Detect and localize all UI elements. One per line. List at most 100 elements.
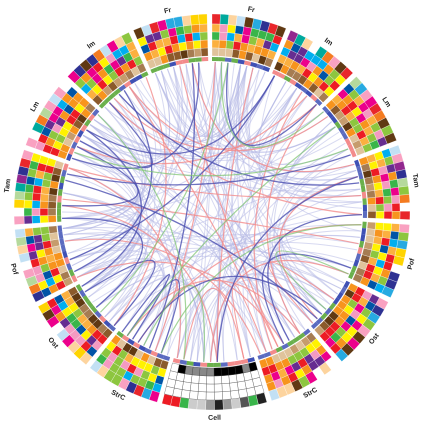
ring-cell xyxy=(269,349,278,356)
ring-cell xyxy=(391,203,401,212)
link xyxy=(154,72,296,338)
ring-cell xyxy=(54,160,65,170)
ring-cell xyxy=(227,366,237,376)
ring-cell xyxy=(71,141,78,150)
ring-cell xyxy=(199,367,208,377)
link xyxy=(76,261,285,345)
link xyxy=(216,175,358,362)
ring-cell xyxy=(219,14,230,25)
ring-cell xyxy=(286,339,295,347)
ring-cell xyxy=(399,211,411,220)
ring-cell xyxy=(190,14,200,26)
sector-label: Tam xyxy=(411,173,420,188)
link xyxy=(278,176,358,320)
link xyxy=(154,61,216,352)
ring-cell xyxy=(220,362,228,367)
link xyxy=(65,179,318,320)
link xyxy=(176,87,298,359)
ring-cell xyxy=(186,360,194,366)
ring-cell xyxy=(230,397,242,410)
ring-cell xyxy=(297,332,306,340)
ring-cell xyxy=(356,165,362,174)
ring-cell xyxy=(354,159,360,168)
ring-cell xyxy=(219,24,229,33)
link xyxy=(216,67,254,362)
ring-cell xyxy=(257,353,265,360)
ring-cell xyxy=(48,187,58,196)
ring-cell xyxy=(193,361,201,367)
sector-label: Ost xyxy=(368,332,381,346)
ring-cell xyxy=(132,341,141,349)
ring-cell xyxy=(362,198,367,205)
ring-cell xyxy=(211,31,220,41)
ring-cell xyxy=(179,49,189,60)
ring-cell xyxy=(181,381,192,391)
ring-cell xyxy=(303,328,311,336)
link xyxy=(179,65,279,347)
ring-cell xyxy=(48,194,58,203)
ring-cell xyxy=(310,94,318,102)
ring-cell xyxy=(250,62,258,68)
ring-cell xyxy=(173,16,184,28)
ring-cell xyxy=(359,178,365,186)
ring-cell xyxy=(47,201,57,209)
ring-cell xyxy=(57,225,63,233)
ring-cell xyxy=(31,215,41,224)
ring-cell xyxy=(121,334,130,342)
link xyxy=(69,234,359,261)
ring-cell xyxy=(32,227,42,236)
ring-cell xyxy=(169,61,177,67)
sector-label: Pof xyxy=(407,257,417,270)
link xyxy=(84,241,358,293)
ring-cell xyxy=(336,291,344,300)
ring-cell xyxy=(362,221,367,229)
ring-cell xyxy=(292,336,301,344)
ring-cell xyxy=(228,374,238,384)
ring-cell xyxy=(222,398,233,410)
ring-cell xyxy=(136,62,147,74)
ring-cell xyxy=(180,389,191,399)
ring-cell xyxy=(25,235,35,245)
ring-cell xyxy=(40,186,50,195)
link xyxy=(62,217,143,308)
ring-cell xyxy=(343,280,351,289)
ring-cell xyxy=(127,338,135,346)
ring-cell xyxy=(156,352,164,359)
ring-cell xyxy=(236,380,247,391)
ring-cell xyxy=(62,250,68,259)
ring-cell xyxy=(39,215,49,224)
ring-cell xyxy=(310,321,319,330)
link xyxy=(99,62,229,313)
ring-cell xyxy=(87,113,96,122)
ring-cell xyxy=(84,119,92,127)
ring-cell xyxy=(39,208,49,216)
link xyxy=(84,75,275,293)
ring-cell xyxy=(237,59,245,65)
link xyxy=(236,66,267,353)
link xyxy=(185,64,296,338)
ring-cell xyxy=(197,383,207,393)
ring-cell xyxy=(24,227,34,237)
ring-cell xyxy=(367,211,377,219)
ring-cell xyxy=(347,143,355,152)
ring-cell xyxy=(357,172,364,180)
ring-cell xyxy=(211,23,221,33)
ring-cell xyxy=(332,297,340,305)
ring-cell xyxy=(86,300,94,309)
sector-label: Ost xyxy=(46,336,59,350)
ring-cell xyxy=(383,211,393,220)
ring-cell xyxy=(58,182,64,190)
ring-cell xyxy=(175,26,185,36)
ring-cell xyxy=(68,147,75,155)
ring-cell xyxy=(213,362,221,367)
ring-cell xyxy=(199,23,208,33)
ring-cell xyxy=(73,135,81,144)
ring-cell xyxy=(398,185,410,196)
ring-cell xyxy=(289,78,297,86)
ring-cell xyxy=(366,228,376,237)
ring-cell xyxy=(71,274,78,283)
ring-cell xyxy=(227,24,237,34)
ring-cell xyxy=(227,361,235,367)
link xyxy=(68,167,181,359)
link xyxy=(270,87,362,197)
